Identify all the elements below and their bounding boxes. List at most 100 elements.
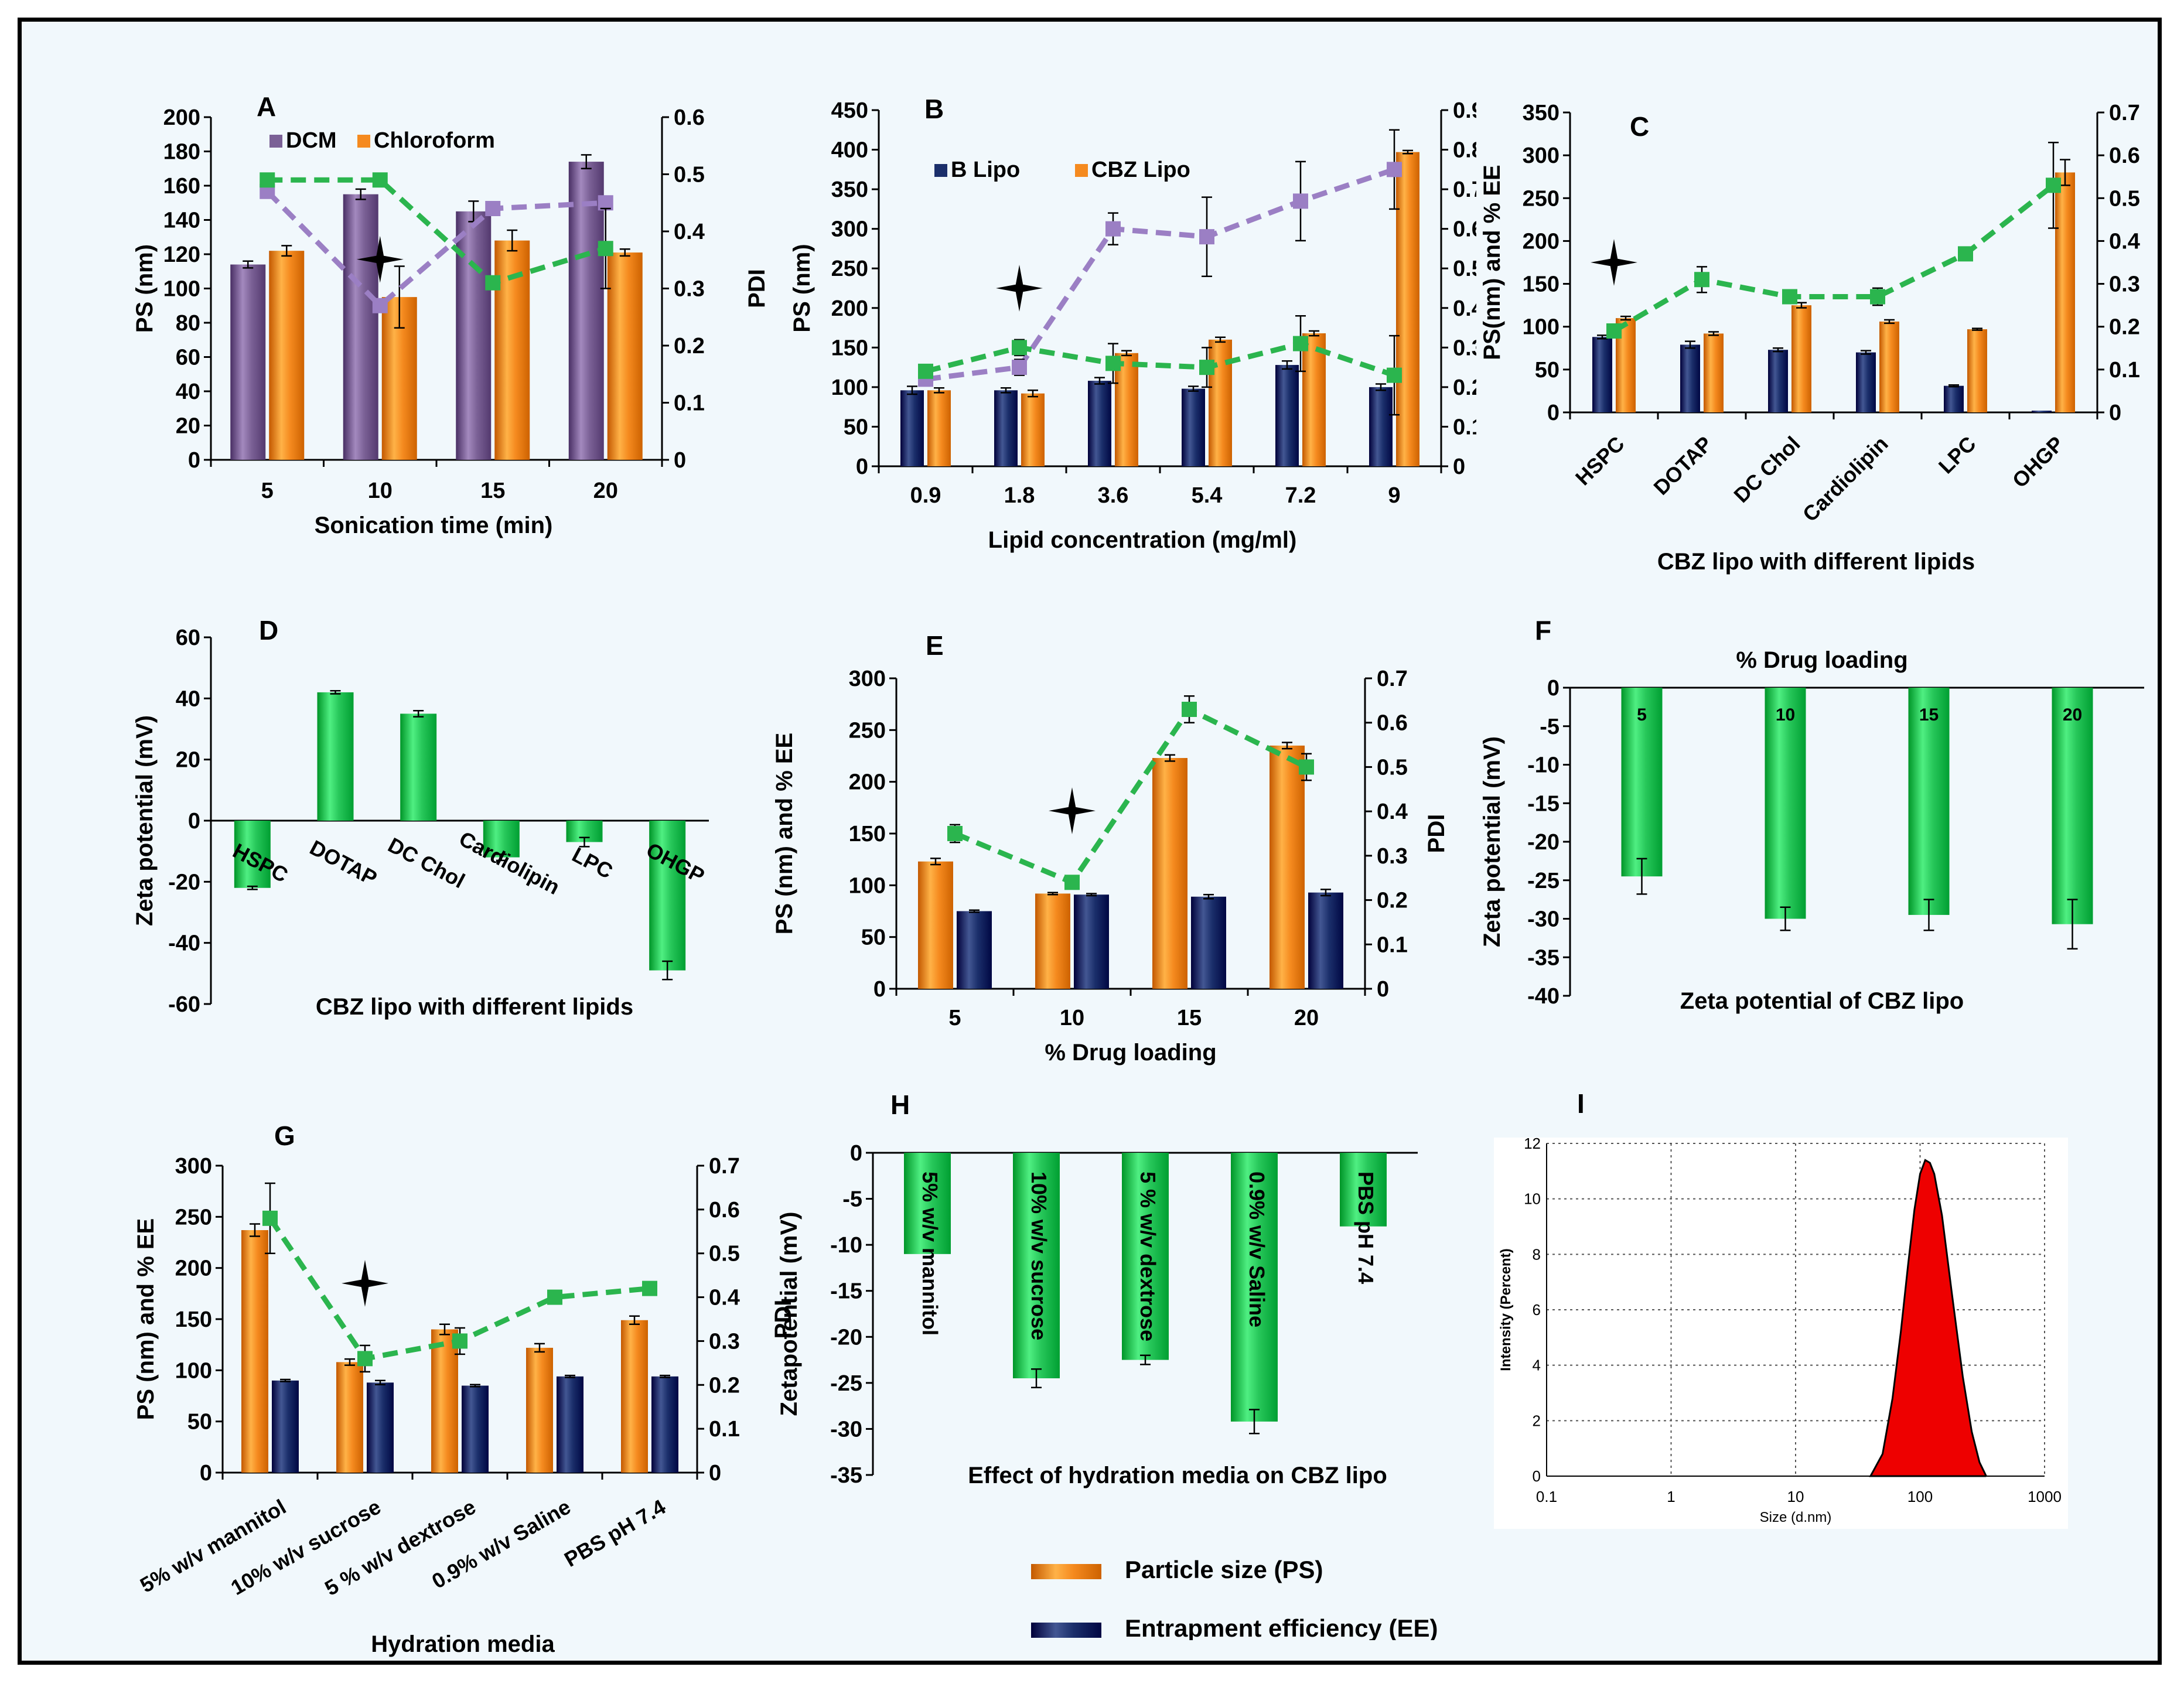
y2-tick-label: 0.7 bbox=[709, 1154, 740, 1179]
y2-tick-label: 0.2 bbox=[1377, 889, 1408, 913]
y-tick-label: 100 bbox=[175, 1358, 212, 1383]
y-axis-label: PS (nm) bbox=[789, 244, 815, 332]
bar-zeta-potential bbox=[400, 713, 437, 821]
legend-swatch bbox=[357, 135, 370, 148]
y-tick-label: -40 bbox=[1527, 984, 1559, 1009]
legend-swatch bbox=[934, 164, 947, 177]
y2-tick-label: 0.3 bbox=[2109, 272, 2140, 297]
category-label: DOTAP bbox=[306, 835, 381, 890]
y-tick-label: 150 bbox=[831, 336, 868, 360]
y2-tick-label: 0.4 bbox=[674, 220, 705, 244]
pdi-point bbox=[547, 1289, 562, 1305]
y-tick-label: 8 bbox=[1533, 1245, 1541, 1263]
bar-cbz-lipo bbox=[927, 390, 951, 466]
y-tick-label: 100 bbox=[831, 375, 868, 400]
category-label: 10% w/v sucrose bbox=[1027, 1172, 1051, 1340]
y2-tick-label: 0.5 bbox=[674, 163, 705, 187]
bar-b-lipo bbox=[900, 390, 924, 466]
y2-tick-label: 0.7 bbox=[1453, 177, 1476, 202]
y-tick-label: 140 bbox=[163, 209, 200, 233]
bar-cbz-lipo bbox=[1021, 393, 1045, 466]
panel-e-chart: E 0 50 100 150 200 250 300 PS (nm) and % EE 0 0.1 0… bbox=[772, 630, 1449, 1066]
y-tick-label: -20 bbox=[830, 1325, 862, 1350]
y2-tick-label: 0.2 bbox=[674, 334, 705, 358]
y-tick-label: 4 bbox=[1533, 1357, 1541, 1374]
bar-ee bbox=[957, 911, 992, 989]
x-axis-label: % Drug loading bbox=[1736, 647, 1907, 673]
pdi-point bbox=[1606, 323, 1622, 339]
panel-label: A bbox=[257, 91, 276, 122]
bar-ee bbox=[2032, 411, 2052, 412]
category-label: 15 bbox=[1919, 705, 1939, 725]
y-tick-label: 0 bbox=[1547, 676, 1559, 701]
bar-ee bbox=[1074, 894, 1109, 989]
bar-ps bbox=[336, 1362, 363, 1473]
bar-zeta-potential bbox=[1621, 688, 1663, 877]
y2-tick-label: 0.6 bbox=[1453, 217, 1476, 242]
y2-axis-label: PDI bbox=[770, 1300, 796, 1339]
y-tick-label: 350 bbox=[831, 177, 868, 202]
y-tick-label: 0 bbox=[1533, 1467, 1541, 1485]
y-tick-label: -25 bbox=[830, 1371, 862, 1396]
bar-zeta-potential bbox=[2052, 688, 2093, 924]
y-tick-label: 20 bbox=[176, 748, 200, 773]
legend-label: CBZ Lipo bbox=[1091, 158, 1190, 182]
pdi-point bbox=[1012, 340, 1027, 356]
bar-zeta-potential bbox=[904, 1153, 951, 1254]
category-label: PBS pH 7.4 bbox=[1354, 1172, 1378, 1284]
y-tick-label: 50 bbox=[861, 926, 886, 950]
y-axis-label: PS (nm) and % EE bbox=[133, 1218, 159, 1420]
y-tick-label: -30 bbox=[1527, 907, 1559, 932]
pdi-point bbox=[1105, 356, 1121, 371]
x-tick-label: 100 bbox=[1907, 1488, 1933, 1505]
y-tick-label: 0 bbox=[188, 809, 200, 834]
panel-label: B bbox=[924, 94, 944, 124]
bar-ps bbox=[1879, 321, 1899, 412]
x-axis-label: Hydration media bbox=[371, 1631, 555, 1657]
y2-tick-label: 0.8 bbox=[1453, 138, 1476, 163]
y-tick-label: -20 bbox=[1527, 830, 1559, 855]
y-tick-label: -15 bbox=[1527, 791, 1559, 816]
y2-tick-label: 0.6 bbox=[674, 105, 705, 130]
bar-b-lipo bbox=[994, 390, 1018, 466]
bar-zeta-potential bbox=[649, 821, 686, 971]
y-tick-label: -10 bbox=[830, 1233, 862, 1258]
pdi-point bbox=[2046, 177, 2061, 193]
y2-tick-label: 0.5 bbox=[2109, 186, 2140, 211]
panel-label: C bbox=[1630, 111, 1649, 142]
y-axis-label: PS (nm) bbox=[132, 244, 158, 333]
y-tick-label: 200 bbox=[1523, 229, 1559, 254]
significance-star-icon bbox=[1591, 239, 1637, 286]
category-label: 5% w/v mannitol bbox=[918, 1172, 942, 1336]
legend-label: B Lipo bbox=[951, 158, 1020, 182]
y-tick-label: -10 bbox=[1527, 753, 1559, 778]
bar-ps bbox=[241, 1230, 268, 1473]
bar-dcm bbox=[230, 264, 266, 460]
y-axis-label: Zetapotential (mV) bbox=[776, 1212, 802, 1416]
category-label: 5 bbox=[1637, 705, 1647, 725]
category-label: 3.6 bbox=[1098, 483, 1129, 508]
panel-label: H bbox=[890, 1090, 910, 1120]
category-label: 5 bbox=[261, 479, 274, 503]
y-tick-label: 0 bbox=[850, 1141, 862, 1166]
pdi-point bbox=[598, 241, 613, 257]
pdi-line bbox=[925, 167, 1395, 382]
category-label: 0.9 bbox=[910, 483, 941, 508]
y-tick-label: 250 bbox=[831, 257, 868, 281]
category-label: 5.4 bbox=[1192, 483, 1223, 508]
bar-zeta-potential bbox=[1340, 1153, 1387, 1227]
bar-ee bbox=[272, 1380, 299, 1473]
y-tick-label: 160 bbox=[163, 174, 200, 199]
bar-ps bbox=[1967, 329, 1987, 412]
bar-ee bbox=[651, 1376, 678, 1473]
y-tick-label: 0 bbox=[188, 448, 200, 473]
y-tick-label: 12 bbox=[1524, 1135, 1541, 1152]
category-label: HSPC bbox=[1571, 432, 1629, 490]
y-tick-label: 200 bbox=[163, 105, 200, 130]
y2-tick-label: 0.6 bbox=[1377, 711, 1408, 736]
pdi-point bbox=[485, 201, 501, 216]
y-tick-label: 60 bbox=[176, 346, 200, 370]
bar-zeta-potential bbox=[483, 821, 520, 858]
bar-zeta-potential bbox=[1908, 688, 1950, 915]
significance-star-icon bbox=[1049, 787, 1096, 835]
